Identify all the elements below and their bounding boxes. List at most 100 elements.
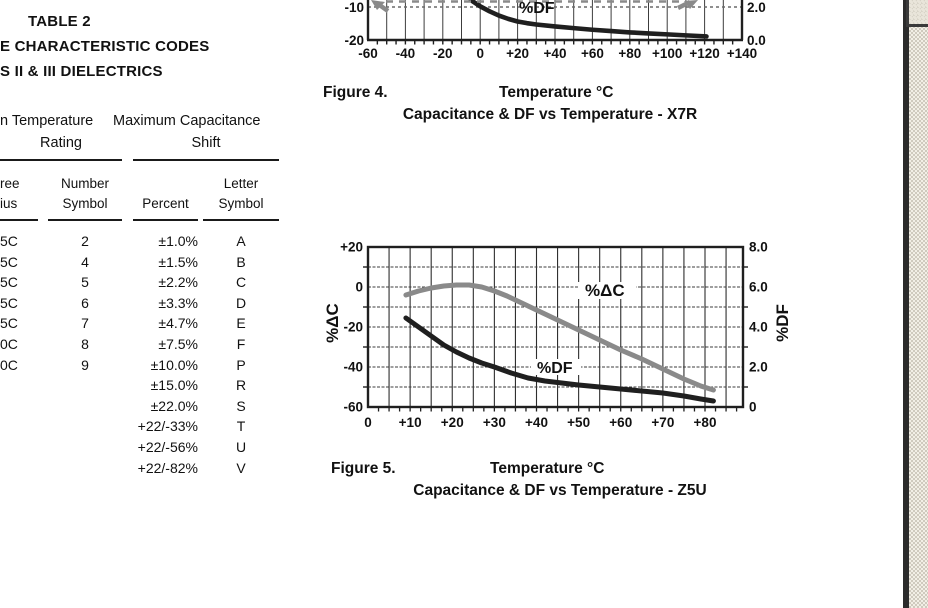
col-header-degree-celsius-line1: ree [0, 176, 20, 191]
col-header-letter-symbol-line1: Letter [223, 176, 259, 191]
figure4-chart: %DF -10 -20 2.0 0.0 -60 -40 -20 0 +20 +40 +60 +80 +10… [344, 0, 766, 61]
page-border-edge [903, 0, 909, 608]
cell-percent: +22/-82% [137, 459, 198, 476]
figure5-caption-number: Figure 5. [331, 460, 396, 477]
fig5-yright-tick-label: 6.0 [749, 280, 768, 295]
figure5-caption: Figure 5. Temperature °C Capacitance & D… [328, 460, 768, 502]
group-header-temperature-rating-line1: n Temperature [0, 113, 94, 129]
figure5-caption-axis: Temperature °C [490, 460, 605, 477]
rule-under-rating [0, 159, 122, 161]
fig5-yleft-tick-label: +20 [340, 240, 363, 255]
cell-percent: +22/-33% [137, 418, 198, 435]
fig5-x-tick-label: +40 [525, 415, 548, 430]
table-row: 0C 9 ±10.0% P [0, 355, 300, 375]
col-header-letter-symbol-line2: Symbol [218, 196, 264, 211]
figure4-caption-title: Capacitance & DF vs Temperature - X7R [402, 106, 698, 123]
fig4-x-tick-label: +20 [506, 46, 529, 61]
cell-number-symbol: 5 [81, 274, 89, 291]
cell-temperature: 5C [0, 274, 18, 291]
figure5-right-axis-label: %DF [773, 304, 792, 342]
scrollbar-track[interactable] [909, 0, 928, 608]
fig4-x-tick-label: +80 [618, 46, 641, 61]
cell-letter-symbol: V [236, 459, 246, 476]
table-title-line3: S II & III DIELECTRICS [0, 63, 163, 80]
fig5-yright-tick-label: 4.0 [749, 320, 768, 335]
fig5-yleft-tick-label: -60 [343, 400, 363, 415]
fig5-yleft-tick-label: 0 [355, 280, 363, 295]
cell-temperature: 5C [0, 294, 18, 311]
cell-number-symbol: 7 [81, 315, 89, 332]
fig4-x-tick-label: -40 [396, 46, 416, 61]
fig4-yleft-label: -10 [344, 0, 364, 15]
cell-number-symbol: 2 [81, 233, 89, 249]
cell-number-symbol: 4 [81, 253, 89, 270]
fig5-yleft-tick-label: -40 [343, 360, 363, 375]
table-body: 5C 2 ±1.0% A 5C 4 ±1.5% B 5C 5 ±2.2% C 5C 6 ±3.3% D 5C 7 ±… [0, 231, 300, 481]
table-row: ±15.0% R [0, 375, 300, 395]
cell-letter-symbol: E [236, 315, 246, 332]
fig4-x-tick-label: +60 [581, 46, 604, 61]
cell-letter-symbol: T [236, 418, 246, 435]
cell-number-symbol: 9 [81, 356, 89, 373]
table-row: +22/-33% T [0, 416, 300, 436]
table-row: +22/-56% U [0, 437, 300, 457]
table-row: 5C 2 ±1.0% A [0, 231, 300, 251]
cell-letter-symbol: B [236, 253, 246, 270]
fig5-x-tick-label: 0 [364, 415, 372, 430]
fig5-yright-tick-label: 8.0 [749, 240, 768, 255]
cell-percent: ±1.5% [158, 253, 198, 270]
cell-letter-symbol: R [235, 377, 247, 394]
table-row: 0C 8 ±7.5% F [0, 334, 300, 354]
fig5-yleft-tick-label: -20 [343, 320, 363, 335]
table-row: 5C 7 ±4.7% E [0, 313, 300, 333]
figure5-caption-title: Capacitance & DF vs Temperature - Z5U [413, 482, 707, 499]
cell-number-symbol: 6 [81, 294, 89, 311]
fig5-df-curve [403, 315, 716, 404]
cell-letter-symbol: A [236, 233, 246, 249]
cell-percent: ±7.5% [158, 336, 198, 352]
table-row: 5C 4 ±1.5% B [0, 252, 300, 272]
group-header-capacitance-shift-line2: Shift [191, 135, 221, 151]
cell-letter-symbol: F [236, 336, 246, 352]
scrollbar-thumb[interactable] [906, 0, 928, 27]
rule-col1 [0, 219, 38, 221]
col-header-degree-celsius-line2: ius [0, 196, 18, 211]
table-row: 5C 5 ±2.2% C [0, 272, 300, 292]
fig4-x-tick-label: -20 [433, 46, 453, 61]
fig4-yright-label: 2.0 [747, 0, 766, 15]
cell-temperature: 5C [0, 253, 18, 270]
fig5-x-tick-label: +70 [651, 415, 674, 430]
cell-letter-symbol: D [235, 294, 247, 311]
fig5-dc-curve-label: %ΔC [585, 281, 625, 300]
cell-temperature: 0C [0, 336, 18, 352]
col-header-number-symbol-line2: Symbol [62, 196, 108, 211]
fig4-df-curve-label: %DF [519, 0, 555, 17]
cell-letter-symbol: S [236, 397, 246, 414]
fig5-df-curve-label: %DF [537, 360, 573, 377]
cell-letter-symbol: P [236, 356, 246, 373]
table-row: +22/-82% V [0, 458, 300, 478]
cell-percent: ±10.0% [150, 356, 198, 373]
fig4-df-curve [468, 0, 709, 39]
col-header-number-symbol-line1: Number [60, 176, 109, 191]
fig4-x-tick-label: +100 [652, 46, 682, 61]
group-header-temperature-rating-line2: Rating [40, 135, 82, 151]
fig4-yleft-label: -20 [344, 33, 364, 48]
fig5-x-tick-label: +50 [567, 415, 590, 430]
rule-col2 [48, 219, 122, 221]
table-row: ±22.0% S [0, 396, 300, 416]
fig4-dc-left-arrowhead [371, 0, 385, 10]
col-header-percent: Percent [142, 196, 189, 211]
cell-percent: ±15.0% [150, 377, 198, 394]
fig4-dc-right-arrowhead [684, 0, 698, 9]
fig4-x-tick-label: -60 [358, 46, 378, 61]
cell-temperature: 0C [0, 356, 18, 373]
fig4-x-tick-label: +140 [727, 46, 757, 61]
fig5-yright-tick-label: 0 [749, 400, 757, 415]
fig5-x-tick-label: +30 [483, 415, 506, 430]
cell-letter-symbol: U [235, 439, 247, 455]
rule-col3 [133, 219, 198, 221]
cell-letter-symbol: C [235, 274, 247, 291]
fig5-dc-curve [403, 282, 716, 393]
